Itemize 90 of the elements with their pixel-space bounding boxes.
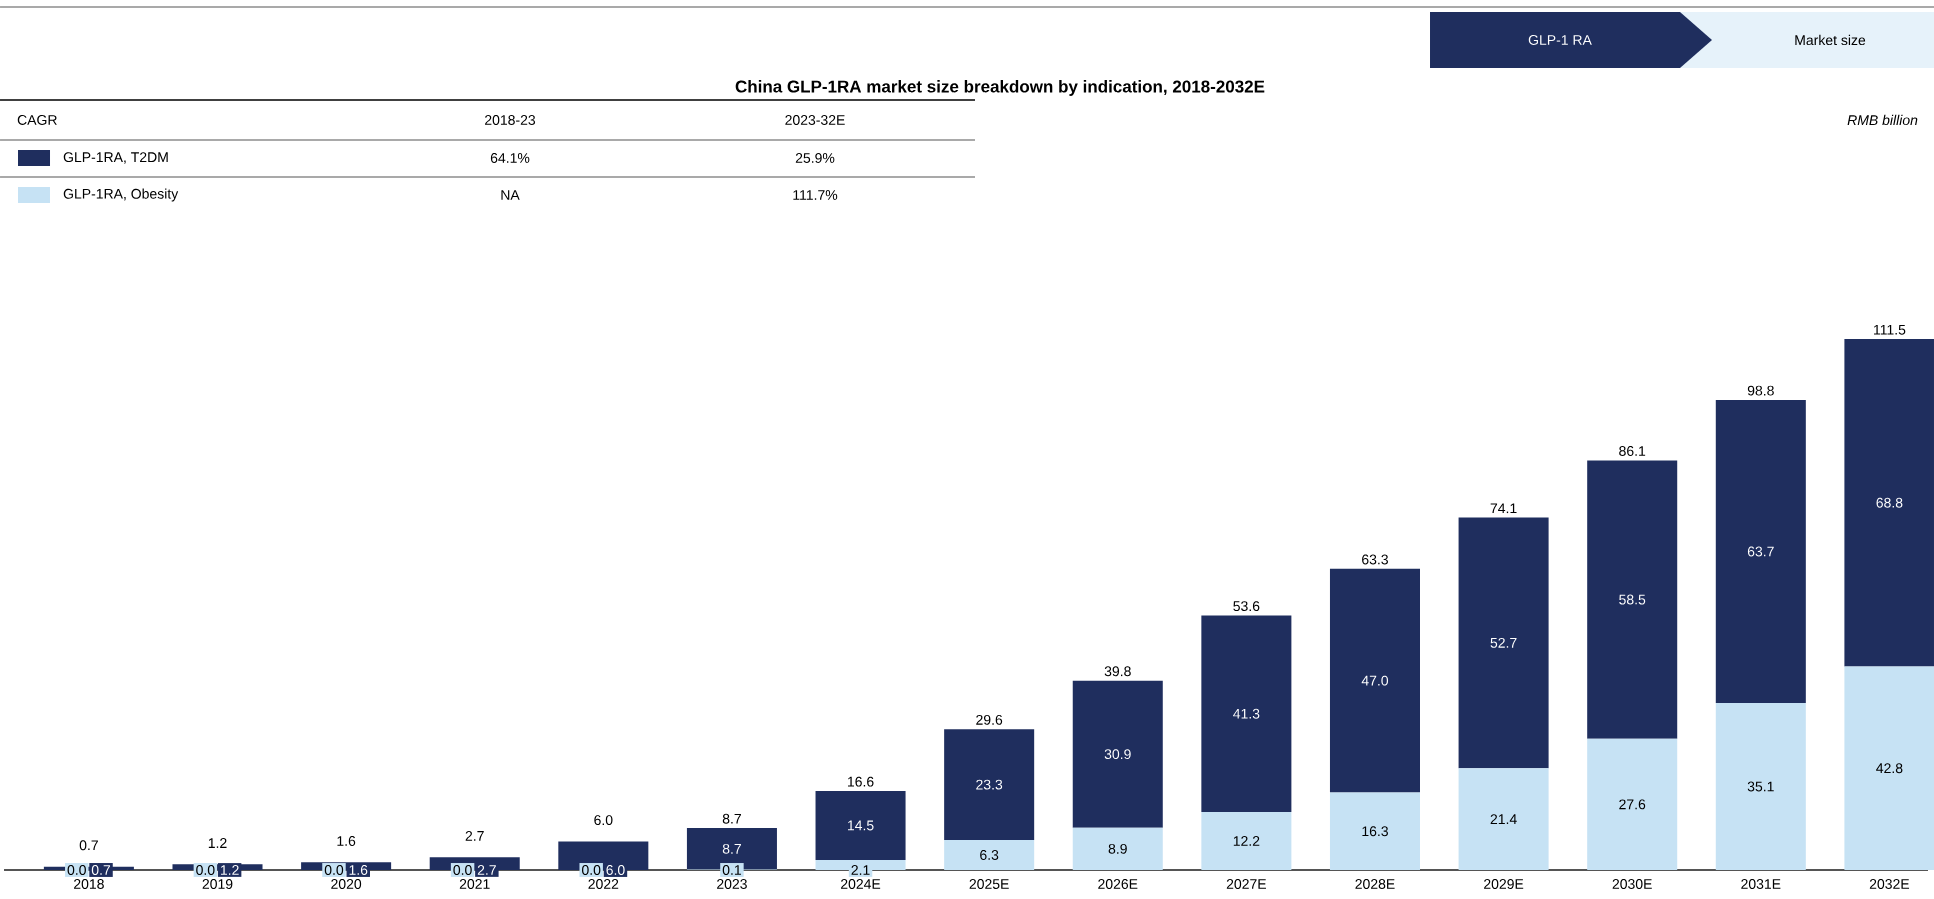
text: 2023-32E <box>785 115 845 125</box>
data-label: 52.7 <box>1490 637 1517 648</box>
total-label: 86.1 <box>1619 446 1646 456</box>
data-label: 2.7 <box>477 865 496 875</box>
bar <box>1587 460 1678 739</box>
data-label: 42.8 <box>1876 763 1903 774</box>
data-label: 12.2 <box>1233 836 1260 846</box>
data-label: 1.6 <box>349 865 368 875</box>
data-label: 0.0 <box>582 865 601 875</box>
x-tick-label: 2018 <box>74 879 104 889</box>
total-label: 8.7 <box>722 813 741 824</box>
total-label: 6.0 <box>594 815 613 826</box>
x-tick-label: 2020 <box>331 879 362 889</box>
data-label: 0.0 <box>453 865 472 875</box>
bar <box>1715 399 1806 704</box>
bar <box>1587 738 1678 870</box>
total-label: 1.6 <box>337 836 356 846</box>
x-tick-label: 2029E <box>1484 879 1524 889</box>
x-tick-label: 2019 <box>202 879 233 889</box>
bar <box>815 791 906 860</box>
bar <box>1844 339 1934 667</box>
chart-title: China GLP-1RA market size breakdown by indication, 2018-2032E <box>735 80 1265 96</box>
x-tick-label: 2030E <box>1612 879 1652 889</box>
data-label: 8.7 <box>722 843 741 854</box>
x-tick-label: 2032E <box>1869 879 1910 889</box>
x-tick-label: 2023 <box>717 879 747 889</box>
bar <box>1072 680 1163 828</box>
total-label: 111.5 <box>1874 324 1906 335</box>
x-tick-label: 2031E <box>1741 879 1781 889</box>
bar <box>1458 768 1549 870</box>
x-tick-label: 2028E <box>1355 879 1395 889</box>
data-label: 0.1 <box>722 865 741 875</box>
data-label: 27.6 <box>1619 799 1646 810</box>
text: 2018-23 <box>485 115 536 125</box>
bar <box>1715 703 1806 870</box>
data-label: 0.7 <box>91 865 111 875</box>
data-label: 21.4 <box>1490 814 1517 824</box>
data-label: 41.3 <box>1233 708 1260 719</box>
data-label: 63.7 <box>1747 546 1774 557</box>
total-label: 74.1 <box>1490 503 1517 514</box>
data-label: 14.5 <box>847 820 874 831</box>
text: 111.7% <box>793 190 838 200</box>
total-label: 98.8 <box>1747 385 1774 396</box>
total-label: 63.3 <box>1362 554 1388 565</box>
data-label: 1.2 <box>220 865 239 875</box>
data-label: 58.5 <box>1619 594 1646 605</box>
data-label: 68.8 <box>1876 497 1903 508</box>
x-tick-label: 2024E <box>841 879 881 889</box>
data-label: 30.9 <box>1104 749 1131 760</box>
total-label: 39.8 <box>1104 666 1131 677</box>
x-tick-label: 2025E <box>969 879 1009 889</box>
text: RMB billion <box>1847 114 1918 126</box>
bar <box>1329 568 1420 793</box>
bar <box>1072 827 1163 870</box>
data-label: 2.1 <box>851 865 870 875</box>
bar <box>1201 811 1292 870</box>
data-label: 47.0 <box>1361 675 1389 686</box>
legend-label: GLP-1RA, Obesity <box>63 188 179 202</box>
data-label: 0.0 <box>67 865 86 875</box>
total-label: 0.7 <box>79 840 98 851</box>
text: GLP-1 RA <box>1528 35 1592 45</box>
bar <box>1329 792 1420 870</box>
total-label: 29.6 <box>976 714 1003 725</box>
text: CAGR <box>17 115 57 125</box>
x-tick-label: 2027E <box>1226 879 1266 889</box>
data-label: 0.0 <box>324 865 344 875</box>
text: 25.9% <box>795 153 835 163</box>
total-label: 53.6 <box>1233 601 1260 612</box>
text: Market size <box>1795 34 1866 46</box>
bar <box>944 840 1035 870</box>
data-label: 23.3 <box>976 779 1003 790</box>
total-label: 1.2 <box>208 838 227 848</box>
bar <box>944 729 1035 841</box>
bar <box>1844 666 1934 870</box>
total-label: 16.6 <box>847 776 874 787</box>
data-label: 0.0 <box>196 865 215 875</box>
data-label: 8.9 <box>1108 843 1127 854</box>
x-tick-label: 2021 <box>459 879 490 889</box>
data-label: 6.3 <box>980 850 999 860</box>
data-label: 6.0 <box>606 865 625 875</box>
x-tick-label: 2026E <box>1098 879 1138 889</box>
text: 64.1% <box>490 153 530 163</box>
total-label: 2.7 <box>465 830 484 841</box>
x-tick-label: 2022 <box>588 879 619 889</box>
text: NA <box>501 190 520 200</box>
data-label: 35.1 <box>1747 781 1774 792</box>
legend-label: GLP-1RA, T2DM <box>63 152 168 164</box>
bar <box>1201 615 1292 812</box>
data-label: 16.3 <box>1362 826 1388 837</box>
bar <box>1458 517 1549 769</box>
